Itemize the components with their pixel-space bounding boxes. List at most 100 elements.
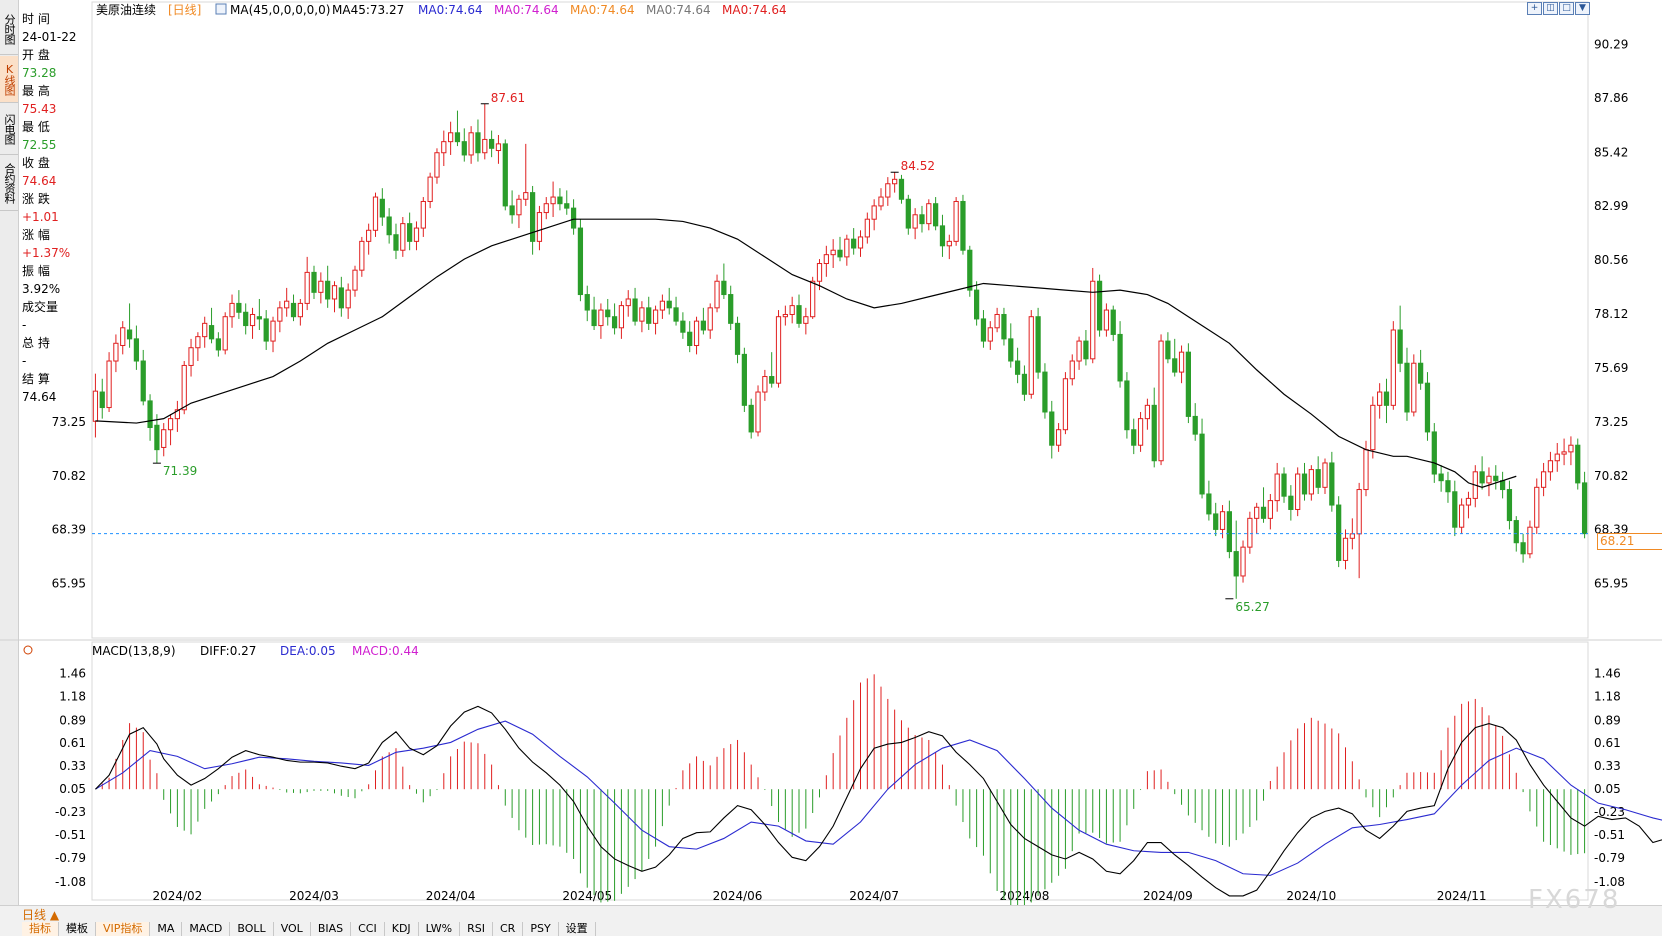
toolbar-button[interactable]: PSY — [523, 922, 559, 936]
tab-contract-info[interactable]: 合约资料 — [0, 156, 18, 211]
toolbar-button[interactable]: MA — [150, 922, 183, 936]
info-value: - — [22, 318, 27, 332]
candle — [1486, 467, 1492, 497]
candle — [693, 316, 700, 355]
candle-body-down — [570, 207, 577, 229]
tab-kline[interactable]: K线图 — [0, 56, 18, 103]
candle — [1493, 465, 1499, 490]
info-value: 74.64 — [22, 174, 57, 188]
macd-settings-icon[interactable] — [23, 645, 33, 655]
info-value: 73.28 — [22, 66, 57, 80]
candle — [1185, 343, 1192, 424]
toolbar-button[interactable]: BOLL — [230, 922, 274, 936]
toolbar-button[interactable]: CR — [493, 922, 524, 936]
candle — [407, 212, 413, 251]
candle — [652, 305, 659, 335]
toolbar-button[interactable]: 指标 — [22, 922, 59, 936]
tab-flash[interactable]: 闪电图 — [0, 104, 18, 155]
candle — [1424, 372, 1431, 441]
instrument-name: 美原油连续 — [96, 2, 156, 17]
candle — [974, 281, 980, 326]
candle — [181, 361, 187, 415]
chart-canvas[interactable]: 美原油连续 [日线] MA(45,0,0,0,0,0) MA45:73.27 MA0:7… — [0, 0, 1662, 905]
price-axis-tick-right: 80.56 — [1594, 253, 1628, 267]
candle — [728, 285, 734, 330]
candle — [1165, 332, 1171, 364]
ma-legend-item: MA45:73.27 — [332, 3, 404, 17]
candle-body-down — [1185, 351, 1192, 417]
period-select[interactable]: 日线 ▲ — [22, 908, 60, 922]
toolbar-button[interactable]: LW% — [419, 922, 461, 936]
candle-body-down — [1014, 360, 1021, 375]
candle-body-down — [1581, 482, 1588, 535]
split-panel-icon[interactable]: ◫ — [1543, 2, 1558, 15]
candle-body-up — [1377, 391, 1383, 406]
candle — [892, 172, 898, 193]
add-panel-icon[interactable]: + — [1527, 2, 1542, 15]
toolbar-button[interactable]: 设置 — [559, 922, 596, 936]
toolbar-button[interactable]: MACD — [182, 922, 231, 936]
candle-body-down — [133, 338, 140, 362]
candle-body-up — [1554, 453, 1560, 462]
candle — [1465, 491, 1472, 519]
candle — [1568, 436, 1574, 466]
maximize-icon[interactable]: □ — [1559, 2, 1574, 15]
candle — [1267, 493, 1273, 530]
candle — [1103, 303, 1110, 337]
candle — [1117, 321, 1123, 388]
candle — [1411, 354, 1417, 417]
candle — [536, 205, 543, 251]
candle-body-up — [359, 240, 365, 271]
toolbar-button[interactable]: CCI — [351, 922, 385, 936]
candle-body-up — [543, 203, 549, 214]
high-annotation: 87.61 — [491, 91, 525, 105]
macd-axis-tick-left: 0.61 — [59, 736, 86, 750]
price-axis-tick-right: 82.99 — [1594, 199, 1628, 213]
candle-body-up — [639, 307, 645, 322]
candle-body-up — [830, 249, 836, 256]
candle-body-down — [208, 325, 215, 340]
candle — [939, 214, 946, 257]
tab-intraday[interactable]: 分时图 — [0, 4, 18, 55]
toolbar-button[interactable]: 模板 — [59, 922, 96, 936]
toolbar-button[interactable]: BIAS — [311, 922, 352, 936]
candle-body-up — [1076, 340, 1082, 362]
candle — [120, 321, 126, 355]
candle-body-down — [215, 338, 221, 351]
candle-body-up — [495, 143, 502, 152]
indicator-settings-icon[interactable] — [215, 3, 227, 15]
ma-legend-item: MA0:74.64 — [646, 3, 711, 17]
candle — [140, 349, 146, 406]
info-label: 总 持 — [22, 336, 50, 350]
candle-body-down — [509, 205, 515, 216]
candle-body-down — [646, 307, 652, 324]
candle-body-up — [1527, 526, 1533, 555]
candle-body-up — [1069, 360, 1075, 380]
macd-panel-frame — [91, 641, 1589, 901]
candle — [1527, 520, 1533, 559]
candle — [673, 296, 679, 326]
toolbar-button[interactable]: VOL — [274, 922, 311, 936]
toolbar-button[interactable]: KDJ — [385, 922, 419, 936]
toolbar-button[interactable]: VIP指标 — [96, 922, 151, 936]
candle — [1397, 305, 1403, 373]
candle — [366, 223, 372, 255]
candle — [502, 139, 508, 211]
candle — [1055, 423, 1062, 452]
candle-body-up — [775, 316, 782, 384]
candle — [680, 312, 686, 339]
candle-body-down — [338, 287, 344, 309]
candle — [188, 338, 194, 377]
dropdown-icon[interactable]: ▼ — [1575, 2, 1590, 15]
candle — [1213, 502, 1219, 537]
candle-body-up — [1062, 378, 1069, 431]
info-value: 24-01-22 — [22, 30, 77, 44]
candle-body-down — [1404, 362, 1410, 413]
candle — [1062, 372, 1069, 435]
candle-body-up — [714, 280, 720, 309]
candle — [605, 298, 611, 326]
candle — [202, 316, 208, 348]
candle-body-down — [1438, 473, 1444, 482]
toolbar-button[interactable]: RSI — [460, 922, 493, 936]
date-axis-tick: 2024/05 — [562, 889, 612, 903]
